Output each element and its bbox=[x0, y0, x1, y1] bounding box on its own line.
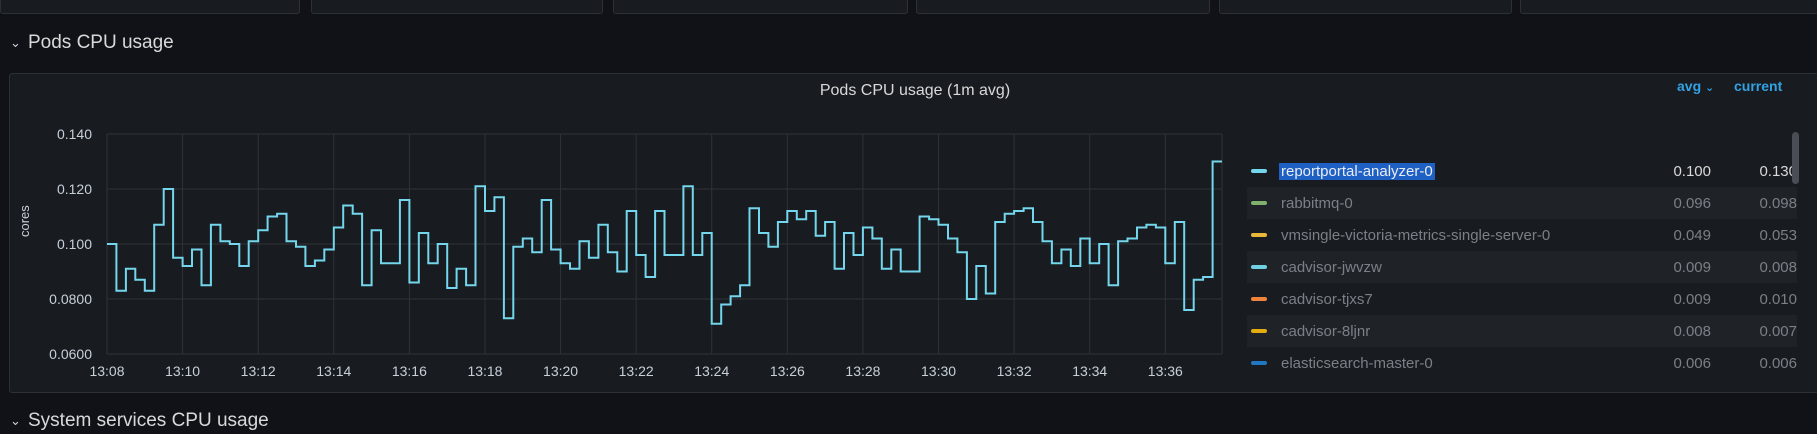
legend-item[interactable]: cadvisor-tjxs7 0.009 0.010 bbox=[1247, 283, 1797, 315]
legend-color-swatch[interactable] bbox=[1251, 201, 1267, 205]
top-panel bbox=[916, 0, 1210, 14]
top-panel bbox=[311, 0, 603, 14]
legend-color-swatch[interactable] bbox=[1251, 233, 1267, 237]
top-panel bbox=[613, 0, 908, 14]
x-tick-label: 13:32 bbox=[997, 363, 1032, 379]
x-tick-label: 13:14 bbox=[316, 363, 351, 379]
legend-item-avg: 0.049 bbox=[1673, 226, 1711, 244]
chevron-down-icon: ⌄ bbox=[10, 413, 21, 428]
legend-item-current: 0.006 bbox=[1759, 354, 1797, 372]
row-title: System services CPU usage bbox=[28, 410, 269, 431]
legend-item-current: 0.008 bbox=[1759, 258, 1797, 276]
legend-item[interactable]: reportportal-analyzer-0 0.100 0.130 bbox=[1247, 155, 1797, 187]
legend-item-current: 0.053 bbox=[1759, 226, 1797, 244]
legend-color-swatch[interactable] bbox=[1251, 361, 1267, 365]
x-tick-label: 13:28 bbox=[845, 363, 880, 379]
legend-color-swatch[interactable] bbox=[1251, 329, 1267, 333]
legend-item-current: 0.130 bbox=[1759, 162, 1797, 180]
legend-color-swatch[interactable] bbox=[1251, 297, 1267, 301]
legend-item-name[interactable]: cadvisor-tjxs7 bbox=[1281, 290, 1373, 308]
legend-item-current: 0.010 bbox=[1759, 290, 1797, 308]
x-tick-label: 13:34 bbox=[1072, 363, 1107, 379]
legend-scrollbar[interactable] bbox=[1792, 132, 1799, 184]
legend-item-name[interactable]: cadvisor-8ljnr bbox=[1281, 322, 1371, 340]
series-line-reportportal-analyzer-0[interactable] bbox=[107, 160, 1222, 325]
legend-header-avg[interactable]: avg ⌄ bbox=[1677, 78, 1715, 94]
row-header-pods-cpu[interactable]: ⌄ Pods CPU usage bbox=[10, 30, 174, 56]
y-tick-label: 0.0800 bbox=[49, 291, 92, 307]
x-tick-label: 13:36 bbox=[1148, 363, 1183, 379]
y-axis-title: cores bbox=[17, 205, 32, 237]
x-tick-label: 13:10 bbox=[165, 363, 200, 379]
top-panel bbox=[1520, 0, 1817, 14]
legend-item[interactable]: cadvisor-8ljnr 0.008 0.007 bbox=[1247, 315, 1797, 347]
x-tick-label: 13:20 bbox=[543, 363, 578, 379]
legend-item[interactable]: rabbitmq-0 0.096 0.098 bbox=[1247, 187, 1797, 219]
legend-item[interactable]: elasticsearch-master-0 0.006 0.006 bbox=[1247, 347, 1797, 379]
top-panel bbox=[0, 0, 300, 14]
y-tick-label: 0.0600 bbox=[49, 346, 92, 362]
row-header-system-services-cpu[interactable]: ⌄ System services CPU usage bbox=[10, 408, 269, 434]
legend-item-avg: 0.009 bbox=[1673, 290, 1711, 308]
legend-item-name[interactable]: vmsingle-victoria-metrics-single-server-… bbox=[1281, 226, 1551, 244]
legend-item-current: 0.098 bbox=[1759, 194, 1797, 212]
x-tick-label: 13:08 bbox=[89, 363, 124, 379]
legend-color-swatch[interactable] bbox=[1251, 265, 1267, 269]
legend-item-avg: 0.008 bbox=[1673, 322, 1711, 340]
legend-item[interactable]: cadvisor-jwvzw 0.009 0.008 bbox=[1247, 251, 1797, 283]
legend-color-swatch[interactable] bbox=[1251, 169, 1267, 173]
x-tick-label: 13:18 bbox=[467, 363, 502, 379]
y-tick-label: 0.100 bbox=[57, 236, 92, 252]
legend-item-name[interactable]: rabbitmq-0 bbox=[1281, 194, 1353, 212]
top-panels-strip bbox=[0, 0, 1817, 14]
legend-item-current: 0.007 bbox=[1759, 322, 1797, 340]
cpu-usage-chart[interactable]: 0.0600 0.0800 0.100 0.120 0.140 13:08 13:10 13:… bbox=[0, 0, 1240, 400]
chevron-down-icon: ⌄ bbox=[1705, 82, 1715, 94]
x-tick-label: 13:26 bbox=[770, 363, 805, 379]
x-tick-label: 13:24 bbox=[694, 363, 729, 379]
row-title: Pods CPU usage bbox=[28, 32, 174, 53]
legend-item-name[interactable]: cadvisor-jwvzw bbox=[1281, 258, 1382, 276]
legend-item-avg: 0.096 bbox=[1673, 194, 1711, 212]
x-tick-label: 13:30 bbox=[921, 363, 956, 379]
y-tick-label: 0.120 bbox=[57, 181, 92, 197]
top-panel bbox=[1219, 0, 1512, 14]
x-tick-label: 13:16 bbox=[392, 363, 427, 379]
legend-item-avg: 0.006 bbox=[1673, 354, 1711, 372]
legend-header-current[interactable]: current bbox=[1734, 78, 1783, 94]
panel-title[interactable]: Pods CPU usage (1m avg) bbox=[819, 82, 1011, 99]
legend-item-avg: 0.100 bbox=[1673, 162, 1711, 180]
x-tick-label: 13:12 bbox=[241, 363, 276, 379]
chevron-down-icon: ⌄ bbox=[10, 35, 21, 50]
legend-item[interactable]: vmsingle-victoria-metrics-single-server-… bbox=[1247, 219, 1797, 251]
legend-item-avg: 0.009 bbox=[1673, 258, 1711, 276]
y-tick-label: 0.140 bbox=[57, 126, 92, 142]
legend-item-name[interactable]: reportportal-analyzer-0 bbox=[1279, 162, 1435, 180]
x-tick-label: 13:22 bbox=[619, 363, 654, 379]
legend-item-name[interactable]: elasticsearch-master-0 bbox=[1281, 354, 1433, 372]
